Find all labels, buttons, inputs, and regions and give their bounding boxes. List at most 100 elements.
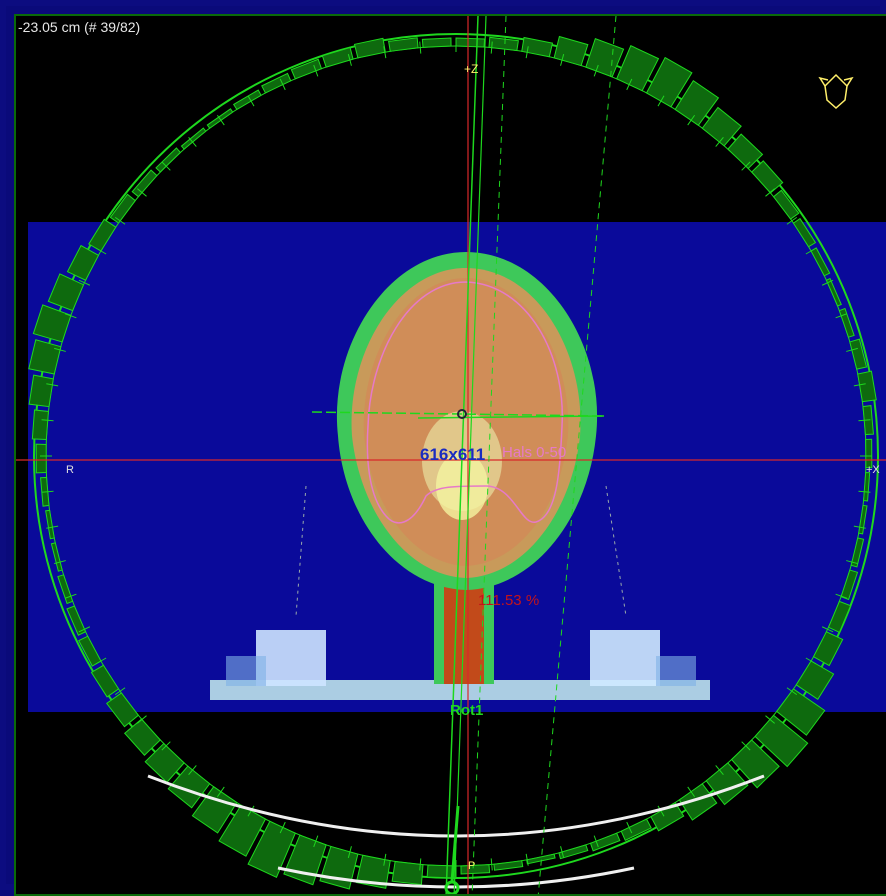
arc-weight-bar <box>558 844 589 860</box>
arc-tick <box>821 626 834 633</box>
arc-tick <box>64 313 77 319</box>
arc-tick <box>46 525 59 529</box>
arc-tick <box>525 46 529 59</box>
arc-weight-bar <box>28 339 62 375</box>
arc-weight-bar <box>616 45 660 92</box>
transverse-viewport[interactable]: -23.05 cm (# 39/82) +Z R +X 616x611 Hals… <box>14 14 886 896</box>
arc-weight-bar <box>645 56 693 108</box>
arc-weight-bar <box>838 307 855 338</box>
arc-tick <box>858 490 871 493</box>
arc-weight-bar <box>772 189 800 220</box>
arc-tick <box>821 279 834 286</box>
arc-tick <box>64 593 77 599</box>
arc-weight-bar <box>57 574 74 605</box>
arc-tick <box>95 657 107 665</box>
arc-weight-bar <box>620 818 652 842</box>
arc-weight-bar <box>795 660 835 701</box>
structure-label[interactable]: Hals 0-50 <box>502 444 567 461</box>
arc-weight-bar <box>191 786 238 834</box>
axis-plus-z-label: +Z <box>464 62 479 76</box>
arc-tick <box>247 95 255 107</box>
arc-weight-bar <box>701 106 742 147</box>
arc-weight-bar <box>66 244 100 281</box>
arc-weight-bar <box>776 688 826 736</box>
arc-weight-bar <box>553 35 589 67</box>
arc-weight-bar <box>155 147 182 173</box>
arc-tick <box>216 786 225 798</box>
arc-weight-bar <box>865 438 873 469</box>
arc-weight-bar <box>50 542 63 572</box>
arc-weight-bar <box>388 37 419 52</box>
arc-weight-bar <box>727 133 764 170</box>
arc-weight-bar <box>106 692 140 728</box>
arc-weight-bar <box>35 443 47 474</box>
arc-weight-bar <box>526 853 556 865</box>
arc-tick <box>279 821 286 834</box>
arc-weight-bar <box>31 409 49 441</box>
arc-tick <box>525 853 529 866</box>
arc-weight-bar <box>857 370 877 403</box>
arc-weight-bar <box>167 765 211 809</box>
arc-weight-bar <box>850 537 865 568</box>
arc-tick <box>137 188 147 197</box>
head-orientation-icon <box>818 73 854 110</box>
arc-weight-bar <box>812 631 844 667</box>
arc-weight-bar <box>792 217 817 248</box>
arc-weight-bar <box>88 218 117 252</box>
arc-tick <box>657 95 665 107</box>
arc-tick <box>114 687 126 696</box>
arc-weight-bar <box>131 169 158 198</box>
arc-tick <box>490 858 493 871</box>
arc-tick <box>188 765 197 775</box>
arc-tick <box>188 137 197 147</box>
treatment-couch <box>210 630 710 700</box>
axis-plus-x-label: +X <box>866 464 880 476</box>
arc-tick <box>846 347 858 352</box>
structure-contour[interactable] <box>366 281 563 524</box>
arc-tick <box>78 279 91 286</box>
arc-tick <box>741 741 751 751</box>
arc-weight-bar <box>754 714 809 768</box>
arc-tick <box>786 216 798 225</box>
arc-tick <box>626 78 633 91</box>
isocenter-icon[interactable] <box>457 409 467 419</box>
slice-position-label: -23.05 cm (# 39/82) <box>18 19 141 35</box>
arc-tick <box>54 347 66 352</box>
arc-tick <box>313 64 319 77</box>
arc-tick <box>78 626 91 633</box>
arc-weight-bar <box>521 36 554 58</box>
beam-name-label[interactable]: Rot1 <box>450 702 484 719</box>
arc-weight-bar <box>28 374 54 408</box>
arc-tick <box>657 805 665 817</box>
arc-weight-bar <box>247 820 296 879</box>
arc-tick <box>560 846 565 858</box>
arc-weight-bar <box>750 160 784 194</box>
arc-tick <box>347 54 352 66</box>
arc-tick <box>853 525 866 529</box>
arc-weight-bar <box>109 193 136 224</box>
arc-weight-bar <box>123 718 162 756</box>
arc-tick <box>347 846 352 858</box>
arc-tick <box>41 490 54 493</box>
arc-tick <box>858 419 871 422</box>
arc-weight-bar <box>47 273 85 312</box>
arc-weight-bar <box>858 504 868 535</box>
arc-weight-bar <box>678 783 718 821</box>
arc-tick <box>383 46 387 59</box>
arc-tick <box>161 161 171 171</box>
arc-weight-bar <box>32 304 72 343</box>
arc-weight-bar <box>353 37 386 59</box>
dose-grid-label: 616x611 <box>420 445 486 464</box>
arc-tick <box>54 560 66 565</box>
beam-central-axis[interactable] <box>445 16 479 896</box>
dose-overlay-canvas <box>16 16 886 896</box>
arc-tick <box>490 41 493 54</box>
arc-tick <box>765 715 775 724</box>
arc-tick <box>687 786 696 798</box>
arc-weight-bar <box>421 37 452 48</box>
arc-weight-bar <box>825 277 842 307</box>
patient-head[interactable] <box>336 252 598 590</box>
arc-weight-bar <box>321 46 354 68</box>
arc-weight-bar <box>840 569 859 601</box>
